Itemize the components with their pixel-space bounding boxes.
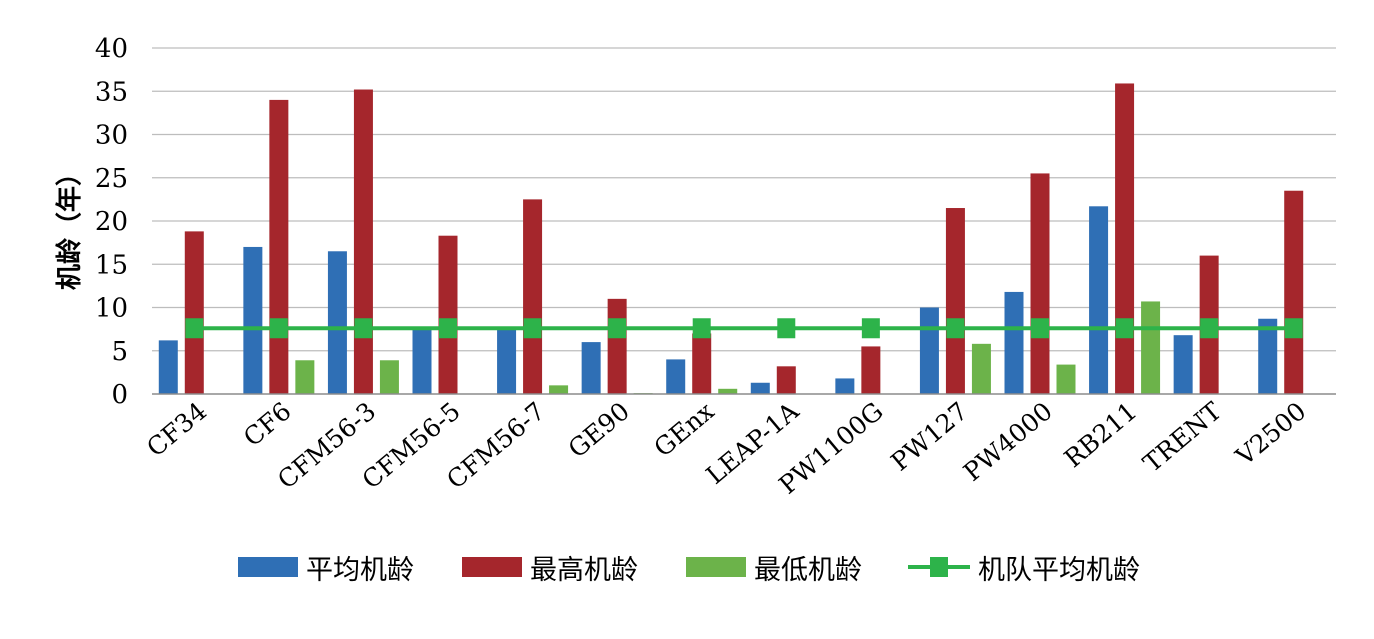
bar-average-age <box>919 307 939 394</box>
fleet-average-marker <box>861 318 880 339</box>
bar-average-age <box>1004 291 1024 394</box>
y-tick-label: 0 <box>111 380 128 410</box>
fleet-average-marker <box>1115 318 1134 339</box>
legend-label: 最低机龄 <box>754 554 862 586</box>
bar-max-age <box>861 346 881 394</box>
bar-average-age <box>243 246 263 394</box>
legend-label: 机队平均机龄 <box>978 554 1140 586</box>
x-tick-label: CF34 <box>141 396 212 462</box>
bar-min-age <box>549 385 569 394</box>
x-tick-label: RB211 <box>1059 396 1143 473</box>
bar-max-age <box>353 89 373 395</box>
y-tick-label: 10 <box>95 294 128 324</box>
y-tick-label: 5 <box>111 337 128 367</box>
bar-average-age <box>666 359 686 394</box>
x-tick-label: V2500 <box>1230 396 1312 471</box>
legend-item-average-age: 平均机龄 <box>238 542 414 592</box>
legend-item-min-age: 最低机龄 <box>686 542 862 592</box>
fleet-average-marker <box>692 318 711 339</box>
bar-average-age <box>497 328 517 394</box>
x-tick-label: TRENT <box>1138 396 1228 478</box>
bar-min-age <box>1141 301 1161 394</box>
y-tick-label: 35 <box>95 77 128 107</box>
legend-swatch-max-age <box>462 557 522 577</box>
legend: 平均机龄 最高机龄 最低机龄 机队平均机龄 <box>0 542 1374 592</box>
bar-max-age <box>523 199 543 394</box>
legend-item-fleet-average-age: 机队平均机龄 <box>908 542 1140 592</box>
y-tick-label: 25 <box>95 164 128 194</box>
fleet-average-marker <box>354 318 373 339</box>
bar-max-age <box>1284 190 1304 394</box>
bar-max-age <box>692 333 712 394</box>
fleet-average-marker <box>1200 318 1219 339</box>
fleet-average-marker <box>1031 318 1049 339</box>
legend-swatch-fleet-average-age <box>908 557 970 577</box>
bar-min-age <box>379 360 399 394</box>
bar-average-age <box>835 378 855 394</box>
y-axis-ticks: 0 5 10 15 20 25 30 35 40 <box>95 34 128 410</box>
bar-max-age <box>1115 83 1135 394</box>
y-tick-label: 40 <box>95 34 128 64</box>
bar-average-age <box>581 342 601 394</box>
bar-min-age <box>1056 364 1076 394</box>
y-tick-label: 30 <box>95 121 128 151</box>
bar-min-age <box>295 360 315 394</box>
bar-max-age <box>1030 173 1050 394</box>
fleet-average-marker <box>269 318 288 339</box>
bar-max-age <box>184 231 204 394</box>
fleet-average-marker <box>439 318 457 339</box>
legend-item-max-age: 最高机龄 <box>462 542 638 592</box>
x-tick-label: GEnx <box>649 396 720 462</box>
bar-max-age <box>438 235 458 394</box>
bar-average-age <box>750 382 770 394</box>
bar-max-age <box>607 298 627 394</box>
legend-label: 最高机龄 <box>530 554 638 586</box>
fleet-average-marker <box>1284 318 1303 339</box>
bar-max-age <box>776 366 796 394</box>
bar-max-age <box>269 99 289 395</box>
y-tick-label: 15 <box>95 250 128 280</box>
bar-average-age <box>1173 335 1193 394</box>
legend-swatch-average-age <box>238 557 298 577</box>
bar-max-age <box>945 208 965 394</box>
gridlines <box>152 47 1336 352</box>
x-tick-label: CF6 <box>238 396 297 452</box>
fleet-average-marker <box>523 318 542 339</box>
bar-average-age <box>327 251 347 394</box>
bar-average-age <box>1089 206 1109 394</box>
bar-average-age <box>158 340 178 394</box>
y-tick-label: 20 <box>95 207 128 237</box>
bar-average-age <box>1258 318 1278 394</box>
fleet-average-marker <box>608 318 627 339</box>
x-tick-label: PW4000 <box>958 396 1058 486</box>
y-axis-label: 机龄（年） <box>54 160 85 290</box>
legend-swatch-min-age <box>686 557 746 577</box>
fleet-average-marker <box>777 318 796 339</box>
bar-average-age <box>412 326 432 394</box>
bars <box>158 83 1304 395</box>
fleet-average-marker <box>946 318 965 339</box>
legend-label: 平均机龄 <box>306 554 414 586</box>
fleet-average-line <box>185 318 1303 339</box>
bar-min-age <box>718 388 738 394</box>
x-tick-label: GE90 <box>563 396 635 463</box>
fleet-average-marker <box>185 318 204 339</box>
bar-min-age <box>971 343 991 394</box>
